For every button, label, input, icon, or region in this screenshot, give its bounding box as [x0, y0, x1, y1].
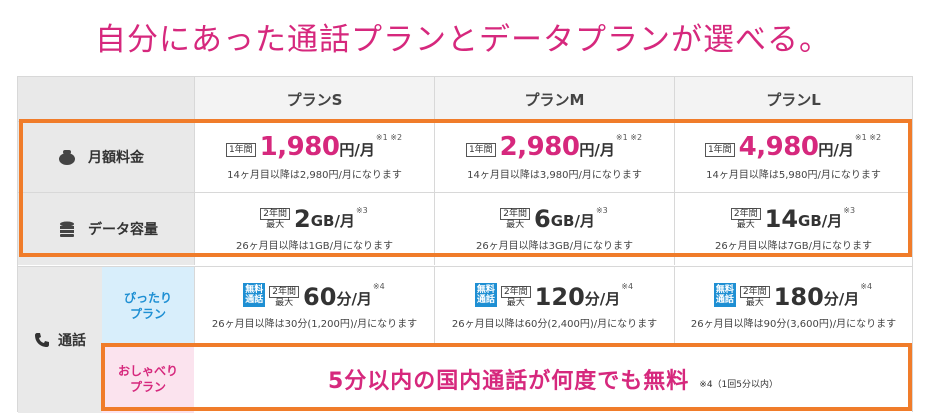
period-max-tag: 2年間 最大 [500, 207, 530, 230]
monthly-cell-m: 1年間 2,980 円/月 ※1 ※2 14ヶ月目以降は3,980円/月になりま… [434, 122, 674, 192]
phone-icon [35, 333, 49, 347]
period-tag: 1年間 [465, 142, 496, 157]
note-mark: ※4 [621, 281, 634, 291]
monthly-sub-s: 14ヶ月目以降は2,980円/月になります [227, 169, 402, 181]
monthly-unit: 円/月 [339, 140, 375, 159]
data-unit: GB/月 [310, 211, 355, 230]
period-tag: 1年間 [704, 142, 735, 157]
monthly-label: 月額料金 [18, 122, 194, 192]
call-value-l: 180 [773, 282, 824, 311]
monthly-price-m: 2,980 [499, 131, 580, 162]
page-title: 自分にあった通話プランとデータプランが選べる。 [95, 22, 831, 58]
plan-header-s: プランS [194, 77, 434, 121]
data-value-l: 14 [764, 204, 799, 233]
call-unit: 分/月 [336, 289, 372, 308]
oshaberi-note: ※4（1回5分以内） [699, 379, 779, 390]
period-max-tag: 2年間 最大 [500, 285, 531, 308]
free-call-badge: 無料 通話 [243, 282, 266, 307]
note-marks: ※1 ※2 [375, 132, 403, 142]
header-blank [18, 77, 194, 121]
data-sub-l: 26ヶ月目以降は7GB/月になります [714, 240, 873, 252]
data-cell-l: 2年間 最大 14 GB/月 ※3 26ヶ月目以降は7GB/月になります [674, 193, 912, 265]
monthly-unit: 円/月 [818, 140, 854, 159]
note-mark: ※3 [843, 205, 856, 215]
call-value-m: 120 [534, 282, 585, 311]
monthly-price-l: 4,980 [738, 131, 819, 162]
call-unit: 分/月 [823, 289, 860, 308]
call-sub-m: 26ヶ月目以降は60分(2,400円)/月になります [451, 318, 658, 330]
note-mark: ※3 [595, 205, 608, 215]
monthly-sub-l: 14ヶ月目以降は5,980円/月になります [706, 169, 881, 181]
data-label-text: データ容量 [88, 222, 158, 238]
oshaberi-plan-label: おしゃべり プラン [102, 345, 194, 413]
note-mark: ※4 [372, 281, 385, 291]
plan-header-l: プランL [674, 77, 912, 121]
coin-purse-icon [59, 150, 75, 165]
data-sub-s: 26ヶ月目以降は1GB/月になります [235, 240, 394, 252]
oshaberi-plan-cell: 5分以内の国内通話が何度でも無料 ※4（1回5分以内） [194, 345, 912, 413]
call-cell-s: 無料 通話 2年間 最大 60 分/月 ※4 26ヶ月目以降は30分(1,200円)… [194, 267, 434, 345]
note-mark: ※3 [355, 205, 368, 215]
plan-table: プランS プランM プランL 月額料金 1年間 1,980 円/月 ※1 ※2 … [17, 76, 913, 413]
call-cell-m: 無料 通話 2年間 最大 120 分/月 ※4 26ヶ月目以降は60分(2,400円… [434, 267, 674, 345]
period-max-tag: 2年間 最大 [739, 285, 770, 308]
free-call-badge: 無料 通話 [474, 282, 497, 307]
free-call-badge: 無料 通話 [713, 282, 736, 307]
monthly-unit: 円/月 [579, 140, 615, 159]
data-value-m: 6 [534, 204, 551, 233]
period-tag: 1年間 [225, 142, 256, 157]
call-label-text: 通話 [58, 333, 86, 349]
monthly-price-s: 1,980 [259, 131, 340, 162]
monthly-sub-m: 14ヶ月目以降は3,980円/月になります [467, 169, 642, 181]
call-label: 通話 [18, 267, 102, 413]
call-cell-l: 無料 通話 2年間 最大 180 分/月 ※4 26ヶ月目以降は90分(3,600円… [674, 267, 912, 345]
data-cell-s: 2年間 最大 2 GB/月 ※3 26ヶ月目以降は1GB/月になります [194, 193, 434, 265]
database-icon [60, 221, 74, 237]
data-value-s: 2 [294, 204, 311, 233]
note-mark: ※4 [860, 281, 873, 291]
data-sub-m: 26ヶ月目以降は3GB/月になります [475, 240, 634, 252]
data-cell-m: 2年間 最大 6 GB/月 ※3 26ヶ月目以降は3GB/月になります [434, 193, 674, 265]
call-sub-l: 26ヶ月目以降は90分(3,600円)/月になります [690, 318, 897, 330]
monthly-cell-s: 1年間 1,980 円/月 ※1 ※2 14ヶ月目以降は2,980円/月になりま… [194, 122, 434, 192]
plan-header-m: プランM [434, 77, 674, 121]
data-unit: GB/月 [798, 211, 843, 230]
period-max-tag: 2年間 最大 [260, 207, 290, 230]
call-unit: 分/月 [584, 289, 621, 308]
note-marks: ※1 ※2 [615, 132, 643, 142]
period-max-tag: 2年間 最大 [730, 207, 761, 230]
call-value-s: 60 [303, 282, 337, 311]
oshaberi-main-text: 5分以内の国内通話が何度でも無料 [327, 369, 690, 394]
monthly-cell-l: 1年間 4,980 円/月 ※1 ※2 14ヶ月目以降は5,980円/月になりま… [674, 122, 912, 192]
call-sub-s: 26ヶ月目以降は30分(1,200円)/月になります [211, 318, 418, 330]
pittari-plan-label: ぴったり プラン [102, 267, 194, 345]
data-unit: GB/月 [550, 211, 595, 230]
data-label: データ容量 [18, 193, 194, 265]
period-max-tag: 2年間 最大 [269, 285, 300, 308]
note-marks: ※1 ※2 [854, 132, 882, 142]
monthly-label-text: 月額料金 [88, 150, 144, 166]
